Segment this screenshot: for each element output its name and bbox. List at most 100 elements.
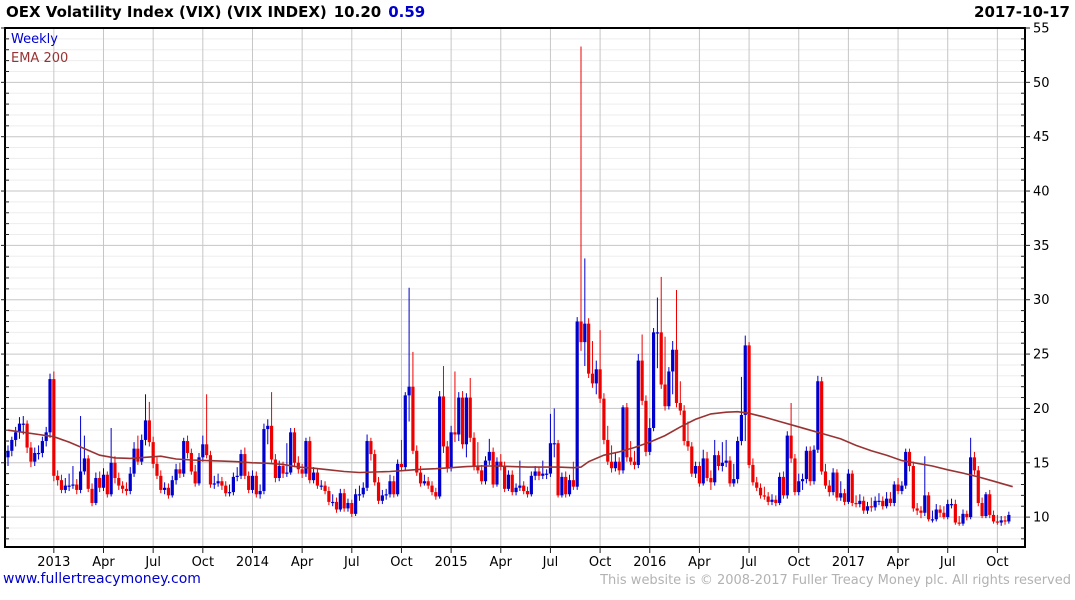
candle-body [25,423,29,448]
candle-body [587,323,591,374]
candle-body [957,522,961,524]
candle-body [308,441,312,481]
candle-body [613,461,617,469]
candle-body [873,500,877,508]
candle-body [991,514,996,522]
candle-body [934,509,938,520]
candle-body [361,487,365,495]
candle-body [227,492,232,494]
candle-body [755,482,759,488]
candle-body [495,461,499,485]
candle-body [705,458,709,478]
candle-body [606,439,610,462]
candle-body [487,451,491,461]
candle-body [972,457,977,471]
change-value: 0.59 [388,3,426,21]
x-tick-label: Oct [787,555,809,570]
candle-body [338,493,342,510]
candle-body [541,473,545,476]
x-tick-label: 2016 [633,555,666,570]
candle-body [178,469,182,474]
candle-body [247,475,251,490]
candle-body [842,493,847,502]
candle-body [781,476,786,496]
candle-body [434,492,438,497]
candle-body [185,441,190,453]
candle-body [151,442,155,464]
x-tick-label: Oct [986,555,1008,570]
candle-body [480,470,484,482]
candle-body [907,451,912,467]
candle-body [904,451,908,486]
candle-body [304,441,308,474]
website-link[interactable]: www.fullertreacymoney.com [3,571,201,587]
y-tick-label: 30 [1033,293,1050,308]
x-tick-label: Jul [542,555,559,570]
candle-body [510,474,514,493]
candle-body [445,446,449,469]
candle-body [667,371,671,407]
x-tick-label: Apr [688,555,711,570]
candle-body [82,458,86,472]
candle-body [357,494,362,496]
candle-body [598,369,602,399]
candle-body [59,480,64,490]
candle-body [579,321,583,343]
candle-body [762,495,766,497]
candle-body [418,472,423,484]
candle-body [132,448,136,474]
candle-body [709,477,713,483]
candle-body [365,441,369,488]
candle-body [800,479,805,482]
candle-body [170,480,174,496]
legend-ema-200-label: EMA 200 [11,51,69,66]
last-price: 10.20 [333,3,382,21]
candle-body [571,480,575,487]
candle-body [296,462,300,470]
candle-body [300,469,304,474]
candle-body [632,461,637,465]
candle-body [854,502,858,505]
candle-body [896,484,900,492]
candle-body [438,396,442,497]
candle-body [575,321,579,487]
candle-body [105,474,109,495]
candle-body [892,484,896,503]
y-tick-label: 40 [1033,185,1050,200]
candle-body [327,491,331,502]
candle-body [629,457,633,462]
candle-body [243,454,247,476]
candle-body [71,484,75,486]
candle-body [121,485,125,489]
candle-body [384,494,388,496]
weekly-candles-layer [6,46,1011,526]
x-tick-label: 2015 [435,555,468,570]
candle-body [182,441,186,474]
candle-body [17,423,22,433]
candle-body [808,450,812,482]
candle-body [63,485,67,490]
candle-body [701,458,705,484]
candle-body [804,450,808,480]
candle-body [942,512,946,518]
title-bar: OEX Volatility Index (VIX) (VIX INDEX) 10… [6,3,432,21]
candle-body [545,473,549,475]
candle-body [869,506,873,508]
candle-body [953,504,957,523]
candle-body [380,495,384,501]
candle-body [94,477,98,503]
candle-body [369,441,373,455]
candle-body [713,455,717,483]
candle-body [220,481,224,486]
candle-body [323,485,327,492]
candle-body [159,475,163,490]
copyright-text: This website is © 2008-2017 Fuller Treac… [600,573,1071,588]
candle-body [518,485,522,488]
x-tick-label: Apr [92,555,115,570]
candle-body [354,494,358,514]
candle-body [514,487,518,493]
candle-body [674,349,679,403]
candle-body [736,441,740,480]
